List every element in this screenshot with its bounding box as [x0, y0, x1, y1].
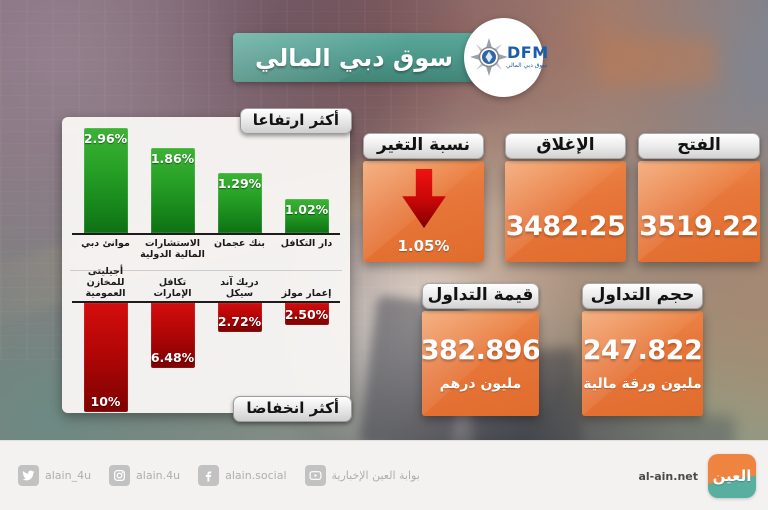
twitter-icon[interactable]	[18, 465, 39, 486]
open-label: الفتح	[638, 133, 760, 159]
close-box: الإغلاق 3482.25	[505, 133, 626, 262]
alain-logo-text: العين	[712, 467, 752, 485]
movers-chart-panel: أكثر ارتفاعا 2.96% 1.86% 1.29% 1.02% موانئ …	[62, 108, 352, 422]
close-label: الإغلاق	[505, 133, 626, 159]
site-url[interactable]: al-ain.net	[638, 469, 698, 483]
open-value: 3519.22	[639, 211, 759, 242]
trade-volume-number: 247.822	[582, 335, 703, 366]
social-twitter[interactable]: alain_4u	[18, 465, 91, 486]
trade-value-box: قيمة التداول 382.896 مليون درهم	[422, 283, 539, 416]
social-instagram[interactable]: alain.4u	[109, 465, 180, 486]
trade-value-unit: مليون درهم	[439, 376, 522, 392]
bar-value-label: 6.48%	[150, 350, 195, 365]
dfm-abbr-text: DFM	[507, 43, 549, 62]
bar-value-label: 2.72%	[217, 314, 262, 329]
open-box: الفتح 3519.22	[638, 133, 760, 262]
bar-category-label: موانئ دبي	[81, 238, 130, 249]
bar-category-label: أجيليتى للمخازن العمومية	[85, 266, 126, 299]
trade-volume-box: حجم التداول 247.822 مليون ورقة مالية	[582, 283, 703, 416]
bar-up-bar: 1.02%	[284, 199, 329, 233]
bar-category-label: دريك آند سيكل	[220, 277, 259, 299]
dfm-logo: DFM سوق دبي المالي	[464, 18, 548, 97]
bar-value-label: 2.50%	[284, 307, 329, 322]
footer-bar: alain_4u alain.4u alain.social بوابة الع…	[0, 440, 768, 510]
panel-divider	[70, 270, 342, 271]
social-facebook[interactable]: alain.social	[198, 465, 287, 486]
youtube-handle[interactable]: بوابة العين الإخبارية	[331, 469, 420, 482]
trade-value-number: 382.896	[422, 335, 539, 366]
facebook-handle[interactable]: alain.social	[225, 469, 287, 482]
bar-down-bar: 10%	[83, 303, 128, 412]
bar-up-bar: 1.86%	[150, 148, 195, 233]
bar-value-label: 1.86%	[150, 151, 195, 166]
close-value: 3482.25	[505, 211, 626, 242]
losers-category-labels: أجيليتى للمخازن العمومية تكافل الإمارات در…	[72, 266, 340, 299]
change-rate-value: 1.05%	[397, 237, 450, 255]
losers-axis-line	[72, 301, 340, 303]
bar-up-bar: 2.96%	[83, 128, 128, 233]
losers-bars: 10% 6.48% 2.72% 2.50%	[72, 303, 340, 415]
bar-value-label: 10%	[90, 394, 121, 409]
trade-volume-unit: مليون ورقة مالية	[583, 376, 702, 392]
bar-category-label: تكافل الإمارات	[153, 277, 192, 299]
header-banner: سوق دبي المالي	[233, 33, 508, 82]
top-gainers-badge: أكثر ارتفاعا	[239, 108, 352, 134]
arrow-down-icon	[401, 169, 446, 229]
gainers-bars: 2.96% 1.86% 1.29% 1.02%	[72, 123, 340, 233]
bar-value-label: 2.96%	[83, 131, 128, 146]
youtube-icon[interactable]	[304, 465, 326, 486]
gainers-category-labels: موانئ دبي الاستشارات المالية الدولية بنك ع…	[72, 238, 340, 260]
background-screen-glow	[598, 38, 718, 86]
bar-category-label: بنك عجمان	[214, 238, 265, 249]
change-rate-label: نسبة التغير	[363, 133, 484, 159]
instagram-handle[interactable]: alain.4u	[136, 469, 181, 482]
dfm-compass-icon	[470, 38, 508, 76]
instagram-icon[interactable]	[109, 465, 131, 486]
gainers-axis-line	[72, 233, 340, 235]
bar-value-label: 1.29%	[217, 176, 262, 191]
bar-up-bar: 1.29%	[217, 173, 262, 233]
trade-value-label: قيمة التداول	[422, 283, 539, 309]
bar-category-label: الاستشارات المالية الدولية	[140, 238, 205, 260]
bar-down-bar: 2.50%	[284, 303, 329, 325]
bar-value-label: 1.02%	[284, 202, 329, 217]
bar-category-label: إعمار مولز	[281, 288, 332, 299]
change-rate-box: نسبة التغير 1.05%	[363, 133, 484, 262]
bar-down-bar: 6.48%	[150, 303, 195, 368]
bar-down-bar: 2.72%	[217, 303, 262, 332]
bar-category-label: دار التكافل	[280, 238, 333, 249]
social-youtube[interactable]: بوابة العين الإخبارية	[304, 465, 420, 486]
alain-logo: العين	[708, 454, 756, 498]
page-title: سوق دبي المالي	[254, 43, 453, 72]
twitter-handle[interactable]: alain_4u	[45, 469, 92, 482]
top-losers-badge: أكثر انخفاضا	[233, 396, 352, 422]
trade-volume-label: حجم التداول	[582, 283, 703, 309]
facebook-icon[interactable]	[198, 465, 220, 486]
dfm-sub-text: سوق دبي المالي	[506, 62, 548, 69]
